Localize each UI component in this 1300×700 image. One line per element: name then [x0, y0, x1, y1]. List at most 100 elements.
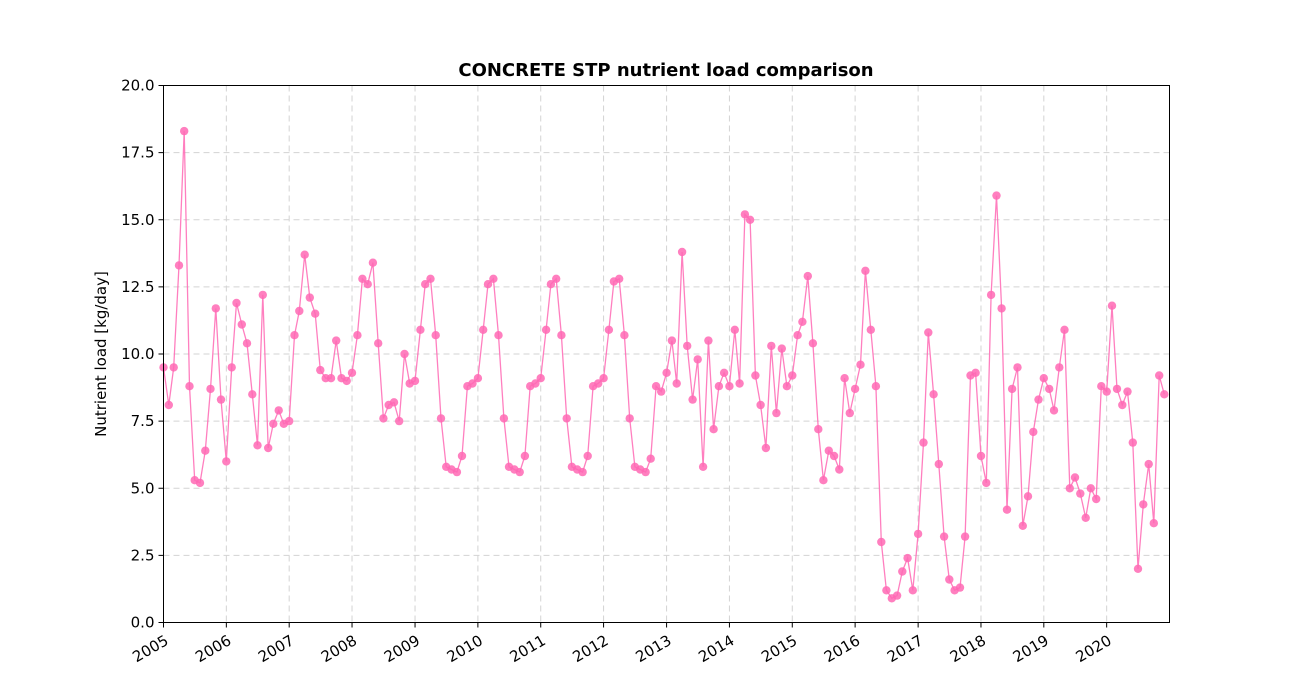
data-point [735, 379, 744, 388]
data-point [174, 261, 184, 270]
x-tick-label: 2016 [821, 631, 863, 666]
data-point [457, 451, 467, 461]
y-tick-label: 2.5 [131, 546, 155, 564]
x-tick-label: 2011 [507, 631, 549, 666]
data-point [421, 280, 430, 289]
data-point [232, 298, 241, 308]
data-point [206, 384, 215, 394]
data-point [745, 215, 755, 224]
data-point [342, 376, 351, 386]
data-point [1107, 301, 1117, 310]
y-tick-label: 12.5 [121, 278, 154, 296]
x-tick-label: 2009 [381, 631, 423, 666]
data-point [714, 382, 724, 391]
data-point [683, 341, 692, 351]
data-point [1002, 505, 1012, 514]
data-point [379, 414, 388, 423]
data-point [819, 476, 828, 485]
data-point [788, 371, 797, 380]
data-point [850, 384, 860, 394]
data-point [861, 266, 870, 275]
x-tick-label: 2006 [192, 631, 234, 666]
data-point [698, 462, 708, 471]
data-point [1029, 427, 1038, 437]
data-point [347, 368, 357, 377]
data-point [185, 382, 194, 391]
data-point [1065, 484, 1075, 493]
data-point [651, 382, 661, 391]
data-point [667, 336, 677, 345]
data-point [877, 537, 886, 547]
data-point [767, 341, 776, 351]
data-point [264, 443, 273, 453]
data-point [1155, 371, 1164, 380]
data-point [892, 591, 902, 600]
data-point [824, 446, 833, 455]
data-point [641, 467, 650, 477]
data-point [227, 363, 236, 372]
data-point [898, 567, 907, 576]
data-point [945, 575, 954, 584]
data-point [583, 451, 592, 461]
data-point [374, 339, 383, 348]
data-point [856, 360, 865, 369]
y-axis-label: Nutrient load [kg/day] [92, 271, 110, 437]
data-point [1013, 363, 1022, 372]
data-point [546, 280, 556, 289]
data-point [1102, 387, 1111, 396]
data-point [400, 349, 409, 359]
data-point [882, 586, 891, 595]
data-point [541, 325, 551, 334]
data-point [1049, 406, 1059, 415]
data-point [1007, 384, 1017, 394]
x-tick-label: 2014 [695, 631, 737, 666]
data-point [195, 478, 205, 488]
data-point [326, 374, 336, 383]
data-point [295, 306, 304, 316]
data-point [426, 274, 435, 283]
data-point [782, 382, 792, 391]
data-point [908, 586, 917, 595]
data-point [1139, 500, 1148, 509]
data-point [452, 467, 462, 477]
grid-lines [163, 85, 1170, 623]
data-point [986, 290, 996, 300]
data-point [242, 339, 252, 348]
data-point [740, 210, 750, 219]
data-point [311, 309, 320, 318]
data-point [353, 331, 362, 340]
data-point [604, 325, 614, 334]
x-tick-label: 2012 [569, 631, 611, 666]
x-tick-label: 2010 [444, 631, 486, 666]
data-point [274, 406, 283, 415]
data-point [489, 274, 498, 283]
data-point [269, 419, 278, 428]
data-point [389, 398, 399, 407]
data-point [693, 355, 702, 364]
data-point [845, 408, 854, 418]
data-point [798, 317, 807, 326]
data-point [1023, 492, 1033, 501]
data-point [599, 374, 608, 383]
data-point [929, 390, 938, 399]
data-point [431, 331, 440, 340]
data-point [677, 247, 687, 257]
y-tick-label: 5.0 [131, 479, 155, 497]
data-point [358, 274, 367, 283]
data-point [416, 325, 425, 334]
data-point [578, 467, 587, 477]
data-point [1118, 400, 1127, 410]
series-line [162, 131, 1165, 600]
data-point [955, 583, 965, 592]
data-point [939, 532, 949, 541]
data-point [164, 400, 173, 410]
data-point [982, 478, 991, 488]
data-point [305, 293, 314, 302]
y-tick-label: 17.5 [121, 144, 154, 162]
x-tick-label: 2017 [884, 631, 926, 666]
data-point [814, 425, 823, 434]
data-point [290, 331, 299, 340]
data-point [531, 379, 540, 388]
data-point [473, 374, 483, 383]
